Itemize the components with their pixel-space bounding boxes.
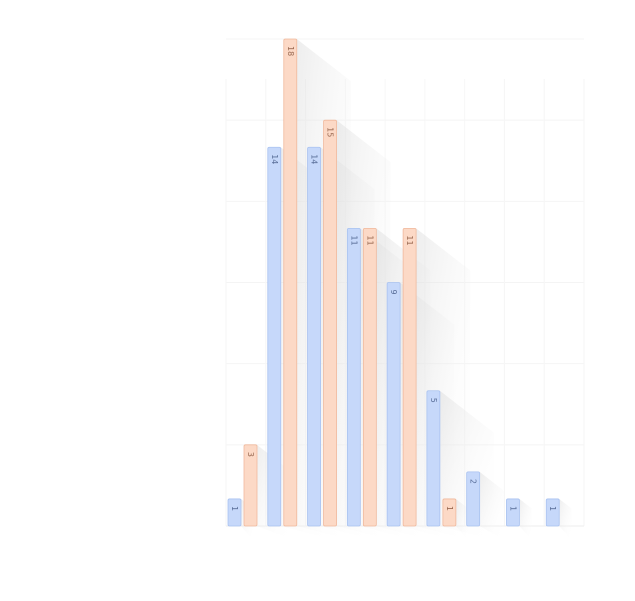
data-label: 18 [286, 46, 295, 56]
data-label: 2 [469, 479, 478, 484]
bar-blue-c1 [227, 498, 242, 527]
data-label: 5 [429, 398, 438, 403]
bar-blue-c7 [466, 471, 481, 527]
data-label: 11 [405, 235, 414, 245]
bar-blue-c8 [506, 498, 520, 527]
data-label: 1 [548, 506, 557, 511]
bar-orange-c5 [402, 227, 417, 527]
data-label: 1 [508, 506, 517, 511]
data-label: 9 [389, 290, 398, 295]
bar-orange-c6 [442, 498, 457, 527]
bar-shadow [455, 498, 469, 540]
data-label: 15 [326, 127, 335, 137]
bars [227, 38, 560, 527]
bar-shadow [519, 498, 532, 540]
data-label: 1 [445, 506, 454, 511]
bar-orange-c3 [323, 119, 337, 527]
bar-shadow [479, 471, 505, 540]
data-label: 11 [349, 235, 358, 245]
bar-blue-c9 [545, 498, 560, 527]
bar-orange-c1 [243, 444, 258, 527]
bar-blue-c3 [307, 146, 321, 527]
data-label: 1 [230, 506, 239, 511]
bar-blue-c5 [386, 282, 401, 527]
data-label: 3 [246, 452, 255, 457]
bar-blue-c6 [426, 390, 441, 527]
data-label: 14 [310, 154, 319, 164]
bar-orange-c2 [283, 38, 298, 527]
data-label: 11 [365, 235, 374, 245]
bar-shadow [559, 498, 572, 540]
bar-blue-c4 [346, 227, 361, 527]
bar-blue-c2 [267, 146, 282, 527]
bar-orange-c4 [362, 227, 377, 527]
data-label: 14 [270, 154, 279, 164]
